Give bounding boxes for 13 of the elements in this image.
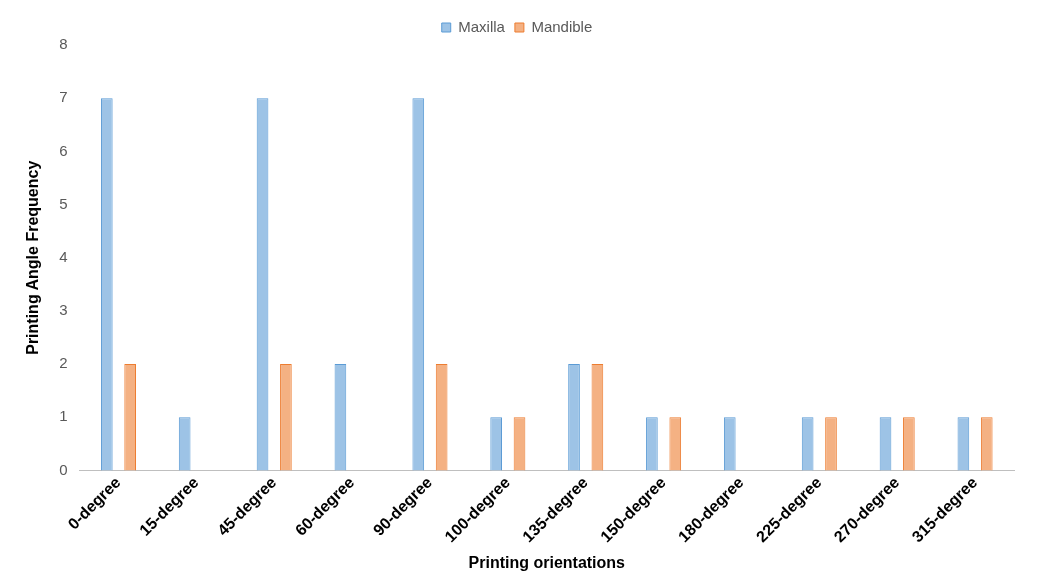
y-tick-label: 0 (59, 460, 68, 478)
y-tick-label: 4 (59, 247, 68, 265)
y-tick-label: 3 (59, 301, 68, 319)
y-tick-label: 5 (59, 194, 68, 212)
y-axis-title: Printing Angle Frequency (24, 160, 42, 355)
y-tick-label: 1 (59, 407, 68, 425)
legend-label: Maxilla (458, 17, 506, 35)
y-tick-label: 8 (59, 35, 68, 53)
legend-label: Mandible (531, 17, 593, 35)
y-tick-label: 7 (59, 88, 68, 106)
y-tick-label: 6 (59, 141, 68, 159)
y-tick-label: 2 (59, 354, 68, 372)
x-axis-title: Printing orientations (468, 553, 626, 571)
